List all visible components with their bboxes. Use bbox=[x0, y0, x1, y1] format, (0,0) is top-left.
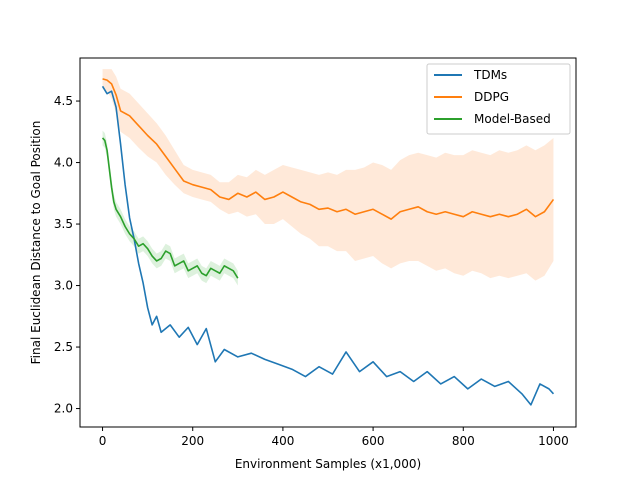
x-tick-label: 400 bbox=[271, 434, 294, 448]
y-axis-ticks: 2.0 2.5 3.0 3.5 4.0 4.5 bbox=[54, 94, 80, 416]
x-tick-label: 0 bbox=[99, 434, 107, 448]
series-line-tdms bbox=[101, 85, 555, 406]
y-tick-label: 3.5 bbox=[54, 217, 73, 231]
series-line-ddpg bbox=[102, 78, 555, 220]
y-axis-label: Final Euclidean Distance to Goal Positio… bbox=[29, 121, 43, 365]
x-tick-label: 600 bbox=[362, 434, 385, 448]
series-lines bbox=[101, 78, 555, 406]
legend-box bbox=[426, 63, 571, 135]
x-tick-label: 200 bbox=[181, 434, 204, 448]
plot-area-frame bbox=[79, 57, 577, 428]
y-tick-label: 4.0 bbox=[54, 156, 73, 170]
x-axis-ticks: 0 200 400 600 800 1000 bbox=[99, 427, 569, 448]
series-line-model-based bbox=[101, 137, 239, 279]
y-tick-label: 3.0 bbox=[54, 279, 73, 293]
legend-label-ddpg: DDPG bbox=[474, 90, 509, 104]
x-axis-label: Environment Samples (x1,000) bbox=[235, 457, 421, 471]
band-ddpg bbox=[102, 69, 554, 281]
y-tick-label: 2.0 bbox=[54, 402, 73, 416]
y-tick-label: 4.5 bbox=[54, 94, 73, 108]
x-tick-label: 800 bbox=[452, 434, 475, 448]
y-tick-label: 2.5 bbox=[54, 340, 73, 354]
legend: TDMs DDPG Model-Based bbox=[426, 63, 571, 135]
x-tick-label: 1000 bbox=[538, 434, 569, 448]
legend-label-tdms: TDMs bbox=[473, 68, 507, 82]
legend-label-model-based: Model-Based bbox=[474, 112, 551, 126]
